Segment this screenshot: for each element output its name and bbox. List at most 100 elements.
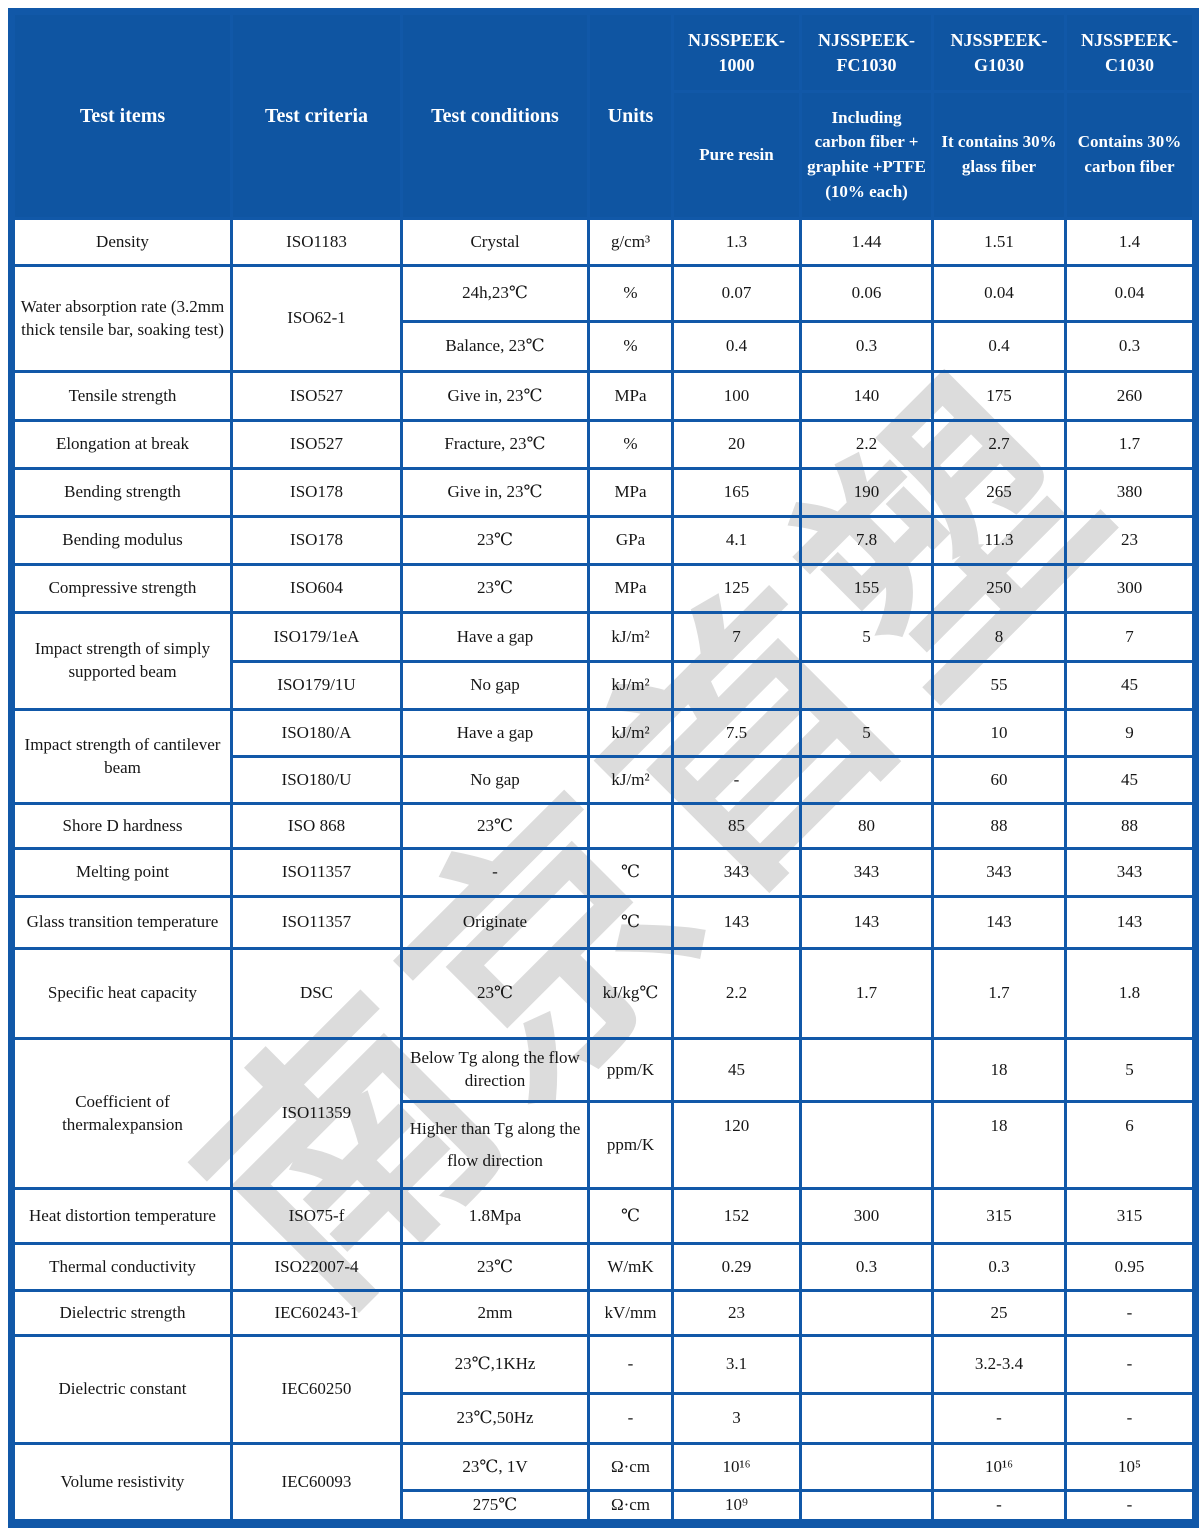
table-row: Compressive strength ISO604 23℃ MPa 125 … [10,563,1197,614]
cell-value: 11.3 [931,515,1067,566]
cell-value: 1.8 [1064,947,1197,1040]
table-row: ISO180/U No gap kJ/m² - 60 45 [12,755,1197,805]
cell-value: 300 [1064,563,1197,614]
cell-unit: - [587,1392,674,1445]
table-row: Balance, 23℃ % 0.4 0.3 0.4 0.3 [12,320,1197,373]
cell-value: 3.1 [671,1334,802,1395]
cell-condition: Fracture, 23℃ [400,419,590,470]
cell-unit: MPa [587,563,674,614]
cell-value: 1.7 [1064,419,1197,470]
cell-unit: GPa [587,515,674,566]
cell-value: 23 [1064,515,1197,566]
cell-value: - [1064,1392,1197,1445]
cell-condition: Below Tg along the flow direction [400,1037,590,1103]
cell-criteria: ISO180/U [230,755,403,805]
cell-value: 143 [931,895,1067,950]
cell-value: 265 [931,467,1067,518]
table-row: Tensile strength ISO527 Give in, 23℃ MPa… [10,370,1197,422]
cell-item: Thermal conductivity [10,1242,233,1292]
cell-value: 1.44 [799,217,934,267]
cell-value: 315 [931,1187,1067,1245]
cell-value: 3.2-3.4 [931,1334,1067,1395]
cell-value: 55 [931,660,1067,711]
table-row: Dielectric strength IEC60243-1 2mm kV/mm… [10,1289,1197,1337]
cell-value: 4.1 [671,515,802,566]
header-units: Units [587,10,674,220]
header-product-desc: Contains 30% carbon fiber [1064,90,1197,220]
cell-unit: W/mK [587,1242,674,1292]
cell-criteria: ISO180/A [230,708,403,758]
cell-item: Glass transition temperature [10,895,233,950]
cell-criteria: ISO11357 [230,895,403,950]
cell-value [799,1334,934,1395]
cell-value: 2.7 [931,419,1067,470]
cell-value: 0.04 [1064,264,1197,323]
header-product-desc: Including carbon fiber + graphite +PTFE … [799,90,934,220]
cell-unit: ppm/K [587,1037,674,1103]
cell-unit [587,802,674,850]
cell-condition: No gap [400,660,590,711]
table-row: Higher than Tg along the flow direction … [12,1100,1197,1190]
cell-unit: kJ/m² [587,755,674,805]
cell-condition: Crystal [400,217,590,267]
cell-criteria: ISO11357 [230,847,403,898]
cell-value: 0.3 [799,320,934,373]
cell-value [799,660,934,711]
cell-condition: 23℃ [400,563,590,614]
cell-criteria: IEC60243-1 [230,1289,403,1337]
cell-value: 45 [671,1037,802,1103]
cell-criteria: ISO22007-4 [230,1242,403,1292]
cell-unit: MPa [587,467,674,518]
cell-value: 125 [671,563,802,614]
cell-value: 120 [671,1100,802,1190]
cell-value: 0.04 [931,264,1067,323]
cell-value: - [931,1392,1067,1445]
header-product-name: NJSSPEEK-FC1030 [799,10,934,93]
cell-condition: 24h,23℃ [400,264,590,323]
header-product-name: NJSSPEEK-C1030 [1064,10,1197,93]
table-row: Shore D hardness ISO 868 23℃ 85 80 88 88 [10,802,1197,850]
cell-value: 0.4 [931,320,1067,373]
cell-item: Coefficient of thermalexpansion [10,1037,233,1190]
cell-condition: Originate [400,895,590,950]
cell-criteria: ISO 868 [230,802,403,850]
cell-value [799,755,934,805]
cell-item: Density [10,217,233,267]
cell-condition: 23℃ [400,515,590,566]
cell-value: 7.8 [799,515,934,566]
cell-value: 165 [671,467,802,518]
cell-value: - [931,1489,1067,1525]
cell-condition: 275℃ [400,1489,590,1525]
cell-item: Elongation at break [10,419,233,470]
cell-value: 80 [799,802,934,850]
cell-criteria: ISO178 [230,515,403,566]
cell-value [671,660,802,711]
cell-value: 380 [1064,467,1197,518]
cell-condition: Have a gap [400,611,590,663]
cell-unit: ℃ [587,1187,674,1245]
cell-value: 0.07 [671,264,802,323]
cell-criteria: ISO179/1U [230,660,403,711]
table-row: Water absorption rate (3.2mm thick tensi… [10,264,1197,373]
cell-value: 260 [1064,370,1197,422]
cell-value: 343 [1064,847,1197,898]
cell-condition: Give in, 23℃ [400,370,590,422]
cell-value: 6 [1064,1100,1197,1190]
cell-criteria: ISO62-1 [230,264,403,373]
cell-value: 45 [1064,755,1197,805]
cell-unit: % [587,320,674,373]
cell-condition: 23℃ [400,947,590,1040]
cell-value: 1.51 [931,217,1067,267]
cell-criteria: IEC60250 [230,1334,403,1445]
table-row: 23℃,50Hz - 3 - - [12,1392,1197,1445]
cell-value: 20 [671,419,802,470]
cell-unit: kJ/m² [587,708,674,758]
cell-value: 88 [931,802,1067,850]
cell-condition: 23℃,50Hz [400,1392,590,1445]
cell-criteria: ISO179/1eA [230,611,403,663]
cell-criteria: ISO178 [230,467,403,518]
cell-value: 7.5 [671,708,802,758]
cell-unit: kV/mm [587,1289,674,1337]
cell-condition: 2mm [400,1289,590,1337]
cell-item: Melting point [10,847,233,898]
